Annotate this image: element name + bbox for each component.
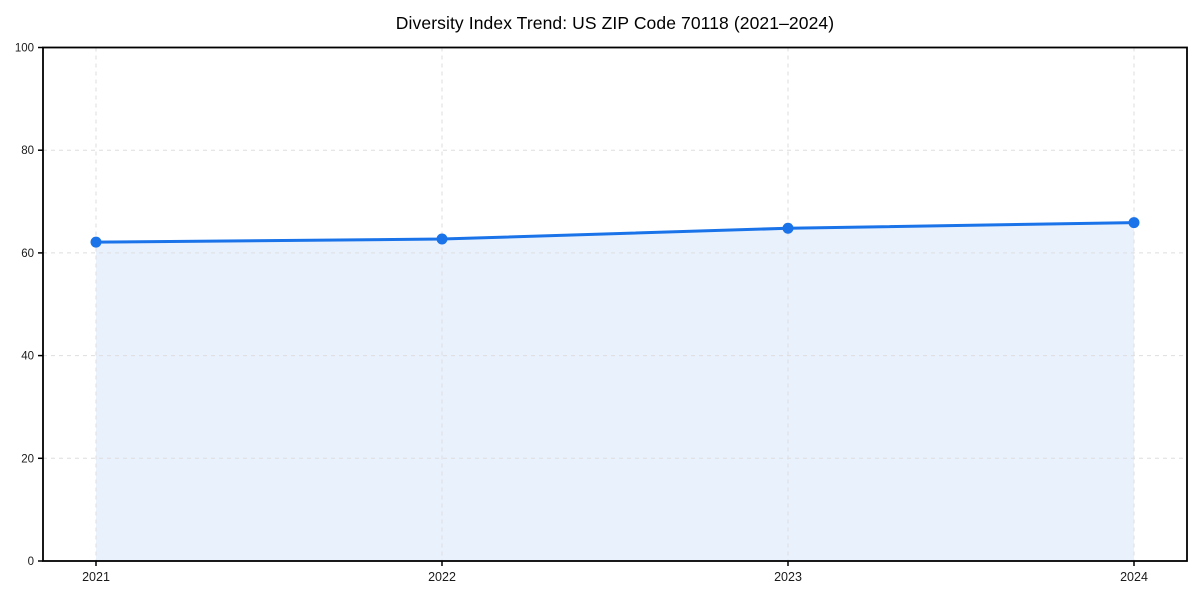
y-tick-label: 80 xyxy=(21,145,34,157)
y-tick-label: 100 xyxy=(15,43,34,55)
data-point-2024 xyxy=(1128,217,1140,229)
y-tick-label: 20 xyxy=(21,453,34,465)
data-point-2021 xyxy=(90,236,102,248)
plot-border xyxy=(42,46,1188,562)
x-tick-label: 2022 xyxy=(428,570,456,584)
chart-title: Diversity Index Trend: US ZIP Code 70118… xyxy=(395,13,835,33)
y-tick-label: 60 xyxy=(21,248,34,260)
trend-line xyxy=(94,221,1136,244)
area-fill xyxy=(96,222,1134,561)
data-point-2023 xyxy=(782,222,794,234)
data-point-2022 xyxy=(436,233,448,245)
y-tick-label: 40 xyxy=(21,351,34,363)
x-tick-label: 2021 xyxy=(82,570,110,584)
y-tick-label: 0 xyxy=(28,556,34,568)
x-tick-label: 2023 xyxy=(774,570,802,584)
x-tick-label: 2024 xyxy=(1120,570,1148,584)
